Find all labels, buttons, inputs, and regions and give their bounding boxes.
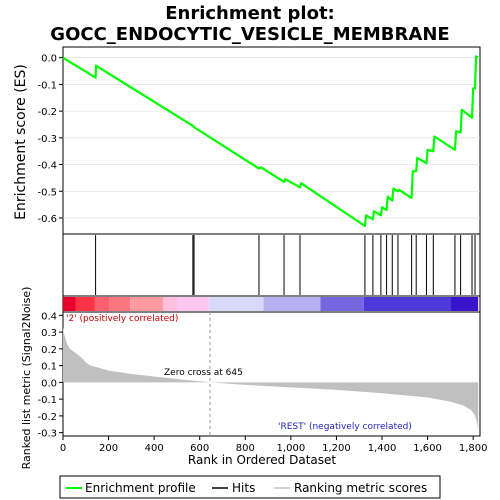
metric-panel-frame bbox=[62, 311, 481, 437]
metric-tick-label: -0.1 bbox=[37, 395, 57, 406]
heatbar-segment bbox=[263, 297, 321, 311]
heatbar-panel bbox=[62, 295, 481, 313]
es-axis-label: Enrichment score (ES) bbox=[13, 64, 29, 220]
es-tick-label: 0.0 bbox=[41, 54, 57, 65]
legend-label-hits: Hits bbox=[232, 481, 255, 495]
es-panel-frame bbox=[62, 46, 481, 235]
es-tick-label: -0.2 bbox=[37, 107, 57, 118]
heatbar-segment bbox=[130, 297, 164, 311]
es-panel: 0.0 -0.1 -0.2 -0.3 -0.4 -0.5 -0.6 Enrichment s… bbox=[13, 46, 481, 235]
legend-label-ranking: Ranking metric scores bbox=[294, 481, 427, 495]
heatbar-segment bbox=[94, 297, 110, 311]
legend: Enrichment profile Hits Ranking metric s… bbox=[59, 475, 441, 499]
heatbar-segment bbox=[109, 297, 131, 311]
heatbar-segment bbox=[75, 297, 95, 311]
es-tick-label: -0.6 bbox=[37, 214, 57, 225]
heatbar-segment bbox=[320, 297, 364, 311]
x-tick-label: 200 bbox=[99, 443, 118, 454]
chart-title-line2: GOCC_ENDOCYTIC_VESICLE_MEMBRANE bbox=[50, 24, 449, 45]
heatbar-segment bbox=[450, 297, 479, 311]
metric-tick-label: 0.2 bbox=[41, 345, 57, 356]
metric-tick-label: -0.2 bbox=[37, 412, 57, 423]
metric-tick-label: -0.3 bbox=[37, 429, 57, 440]
heatbar-segment bbox=[63, 297, 76, 311]
es-tick-label: -0.4 bbox=[37, 161, 57, 172]
metric-tick-label: 0.4 bbox=[41, 311, 57, 322]
enrichment-profile-line bbox=[62, 55, 479, 228]
heatbar-segment bbox=[163, 297, 177, 311]
heatbar-segment bbox=[176, 297, 209, 311]
metric-tick-label: 0.3 bbox=[41, 328, 57, 339]
heatbar-segment bbox=[208, 297, 264, 311]
x-tick-label: 1,000 bbox=[277, 443, 306, 454]
chart-title-line1: Enrichment plot: bbox=[165, 3, 335, 24]
x-axis-label: Rank in Ordered Dataset bbox=[188, 453, 336, 467]
zero-cross-label: Zero cross at 645 bbox=[164, 368, 243, 378]
x-tick-label: 1,800 bbox=[459, 443, 488, 454]
es-tick-label: -0.1 bbox=[37, 80, 57, 91]
hits-panel-frame bbox=[62, 233, 481, 297]
x-tick-label: 1,400 bbox=[368, 443, 397, 454]
es-tick-label: -0.5 bbox=[37, 187, 57, 198]
es-tick-label: -0.3 bbox=[37, 134, 57, 145]
x-tick-label: 400 bbox=[145, 443, 164, 454]
positive-correlation-label: '2' (positively correlated) bbox=[66, 314, 178, 324]
heatbar-segment bbox=[363, 297, 451, 311]
hits-panel bbox=[62, 233, 481, 297]
x-tick-label: 1,200 bbox=[322, 443, 351, 454]
x-tick-label: 600 bbox=[190, 443, 209, 454]
negative-correlation-label: 'REST' (negatively correlated) bbox=[278, 422, 412, 432]
x-tick-label: 1,600 bbox=[413, 443, 442, 454]
x-tick-label: 800 bbox=[236, 443, 255, 454]
ranking-metric-area bbox=[63, 327, 479, 430]
legend-label-enrichment: Enrichment profile bbox=[85, 481, 196, 495]
metric-tick-label: 0.0 bbox=[41, 378, 57, 389]
legend-frame bbox=[59, 475, 441, 499]
metric-axis-label: Ranked list metric (Signal2Noise) bbox=[20, 287, 33, 470]
x-tick-label: 0 bbox=[60, 443, 66, 454]
metric-panel: 0.4 0.3 0.2 0.1 0.0 -0.1 -0.2 -0.3 0 200 400 600 80… bbox=[20, 287, 487, 470]
metric-tick-label: 0.1 bbox=[41, 362, 57, 373]
